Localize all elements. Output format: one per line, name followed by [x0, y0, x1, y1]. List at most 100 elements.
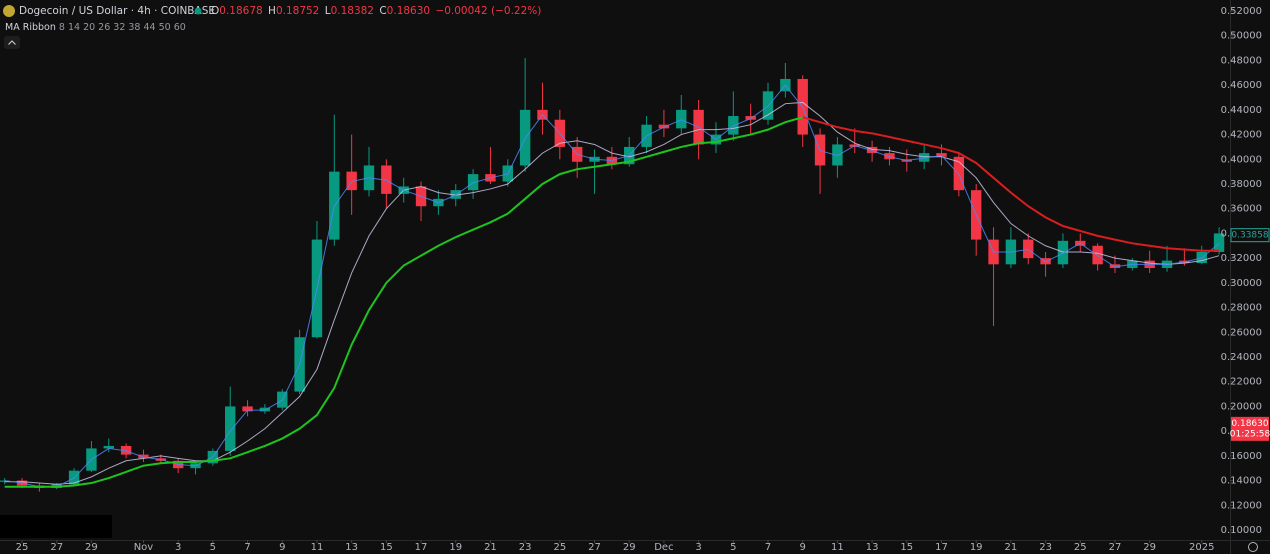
last-price-label: 0.18630	[1231, 419, 1268, 429]
indicator-name: MA Ribbon	[5, 22, 56, 33]
y-tick-label: 0.28000	[1221, 303, 1262, 314]
x-tick-label: 11	[831, 542, 844, 553]
candle-body	[884, 153, 895, 160]
y-tick-label: 0.30000	[1221, 278, 1262, 289]
candle-body	[103, 445, 114, 449]
settings-button[interactable]	[1248, 542, 1258, 552]
ohlc-value: 0.18752	[276, 5, 319, 17]
x-tick-label: 27	[1109, 542, 1122, 553]
ma-ribbon-line	[4, 84, 1220, 488]
x-tick-label: 27	[588, 542, 601, 553]
ohlc-key: O	[211, 5, 219, 17]
y-tick-label: 0.16000	[1221, 451, 1262, 462]
candle-body	[225, 406, 236, 451]
ohlc-legend: O0.18678 H0.18752 L0.18382 C0.18630 −0.0…	[211, 5, 541, 17]
ma-price-label: 0.33858	[1231, 231, 1268, 241]
x-tick-label: 25	[16, 542, 29, 553]
x-tick-label: 27	[50, 542, 63, 553]
x-tick-label: 19	[449, 542, 462, 553]
candle-body	[259, 407, 271, 412]
x-tick-label: 13	[866, 542, 879, 553]
y-tick-label: 0.38000	[1221, 179, 1262, 190]
ma-slow-line	[802, 116, 1220, 252]
market-status[interactable]	[194, 7, 202, 15]
overlay-box	[0, 515, 112, 538]
candle-body	[918, 153, 930, 162]
x-tick-label: 29	[85, 542, 98, 553]
x-tick-label: 29	[1143, 542, 1156, 553]
x-tick-label: 17	[415, 542, 428, 553]
indicator-params: 8 14 20 26 32 38 44 50 60	[59, 22, 186, 33]
y-tick-label: 0.24000	[1221, 352, 1262, 363]
y-tick-label: 0.14000	[1221, 476, 1262, 487]
x-tick-label: 7	[765, 542, 771, 553]
candle-body	[658, 124, 670, 129]
ma-slow-line	[4, 116, 803, 488]
y-tick-label: 0.50000	[1221, 31, 1262, 42]
y-tick-label: 0.32000	[1221, 253, 1262, 264]
y-tick-label: 0.10000	[1221, 525, 1262, 536]
x-tick-label: 25	[553, 542, 566, 553]
collapse-icon	[8, 40, 16, 45]
x-tick-label: 17	[935, 542, 948, 553]
y-tick-label: 0.22000	[1221, 377, 1262, 388]
x-tick-label: 21	[484, 542, 497, 553]
candle-body	[728, 116, 739, 135]
last-price-box	[1231, 416, 1269, 441]
y-tick-label: 0.48000	[1221, 55, 1262, 66]
plot-area	[0, 57, 1225, 492]
candle-body	[467, 174, 479, 191]
candle-body	[936, 153, 947, 157]
ohlc-value: 0.18630	[387, 5, 430, 17]
x-tick-label: 15	[900, 542, 913, 553]
candle-body	[381, 165, 392, 194]
ohlc-value: 0.18678	[219, 5, 262, 17]
candle-body	[832, 144, 843, 166]
candle-body	[866, 146, 878, 154]
x-tick-label: Dec	[654, 542, 673, 553]
candle-body	[1109, 264, 1121, 269]
candle-body	[346, 171, 357, 191]
x-tick-label: 2025	[1189, 542, 1214, 553]
ohlc-key: C	[379, 5, 386, 17]
x-tick-label: 11	[311, 542, 324, 553]
candle-body	[1023, 239, 1034, 259]
candle-body	[450, 190, 461, 199]
x-tick-label: 19	[970, 542, 983, 553]
x-tick-label: 23	[519, 542, 532, 553]
x-tick-label: 3	[175, 542, 181, 553]
candle-body	[676, 109, 687, 129]
ohlc-key: L	[325, 5, 331, 17]
indicator-legend[interactable]: MA Ribbon 8 14 20 26 32 38 44 50 60	[5, 22, 186, 33]
candle-body	[138, 454, 149, 459]
ohlc-key: H	[268, 5, 276, 17]
x-tick-label: 3	[695, 542, 701, 553]
coin-icon	[3, 5, 15, 17]
y-tick-label: 0.46000	[1221, 80, 1262, 91]
y-tick-label: 0.20000	[1221, 401, 1262, 412]
x-tick-label: Nov	[134, 542, 154, 553]
x-tick-label: 15	[380, 542, 393, 553]
x-tick-label: 9	[800, 542, 806, 553]
x-tick-label: 23	[1039, 542, 1052, 553]
collapse-button[interactable]	[4, 36, 20, 49]
x-tick-label: 21	[1005, 542, 1018, 553]
candle-body	[0, 480, 10, 482]
y-tick-label: 0.12000	[1221, 500, 1262, 511]
symbol-title[interactable]: Dogecoin / US Dollar · 4h · COINBASE	[19, 5, 215, 17]
candle-body	[1057, 240, 1069, 265]
x-tick-label: 9	[279, 542, 285, 553]
x-tick-label: 29	[623, 542, 636, 553]
ohlc-value: 0.18382	[331, 5, 374, 17]
countdown-label: 01:25:58	[1230, 429, 1270, 439]
y-tick-label: 0.52000	[1221, 6, 1262, 17]
candle-body	[1092, 245, 1103, 265]
candle-body	[242, 406, 253, 412]
x-tick-label: 5	[210, 542, 216, 553]
y-tick-label: 0.40000	[1221, 154, 1262, 165]
y-tick-label: 0.44000	[1221, 105, 1262, 116]
y-tick-label: 0.42000	[1221, 130, 1262, 141]
x-tick-label: 7	[244, 542, 250, 553]
